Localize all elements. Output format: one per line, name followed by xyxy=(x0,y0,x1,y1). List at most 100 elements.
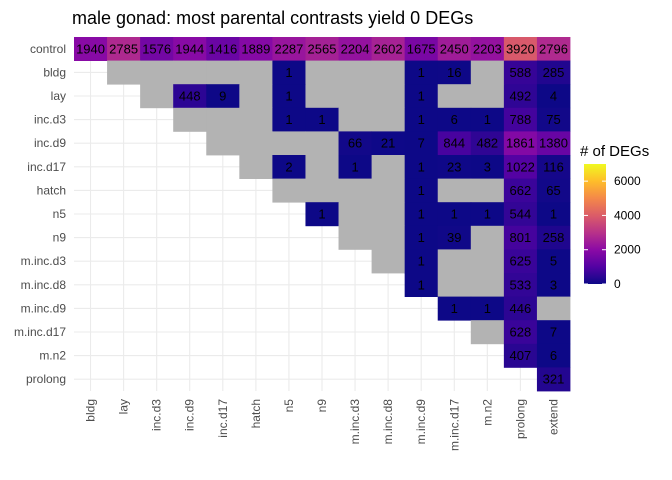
x-tick-label: n5 xyxy=(282,399,296,413)
heatmap-cell xyxy=(437,131,472,156)
heatmap-cell xyxy=(272,178,306,203)
heatmap-cell xyxy=(437,225,472,250)
x-tick-label: extend xyxy=(546,399,560,435)
heatmap-cell xyxy=(338,178,372,203)
heatmap-cell xyxy=(371,107,406,132)
cell-value-label: 21 xyxy=(381,136,395,151)
cell-value-label: 1 xyxy=(451,207,458,222)
cell-value-label: 1944 xyxy=(175,41,204,56)
y-tick-label: m.inc.d8 xyxy=(21,278,67,292)
legend-tick-label: 0 xyxy=(614,277,621,291)
heatmap-cell xyxy=(437,60,472,85)
cell-value-label: 801 xyxy=(510,230,532,245)
heatmap-cell xyxy=(536,273,571,297)
heatmap-cell xyxy=(503,343,538,368)
heatmap-cell xyxy=(305,84,339,109)
x-tick-label: m.n2 xyxy=(480,399,494,426)
cell-value-label: 2 xyxy=(285,159,292,174)
heatmap-cell xyxy=(503,320,538,345)
cell-value-label: 258 xyxy=(543,230,565,245)
heatmap-cell xyxy=(404,131,439,156)
heatmap-cell xyxy=(272,131,306,156)
cell-value-label: 39 xyxy=(447,230,461,245)
heatmap-cell xyxy=(173,60,207,85)
heatmap-cell xyxy=(503,60,538,85)
heatmap-cell xyxy=(536,178,571,203)
heatmap-cell xyxy=(470,320,505,345)
cell-value-label: 1 xyxy=(484,207,491,222)
heatmap-cell xyxy=(404,107,439,132)
x-tick-label: hatch xyxy=(249,399,263,428)
cell-value-label: 321 xyxy=(543,372,565,387)
heatmap-cell xyxy=(470,273,505,297)
x-tick-label: lay xyxy=(117,399,131,414)
heatmap-cell xyxy=(437,37,472,61)
heatmap-cell xyxy=(437,202,472,227)
heatmap-cell xyxy=(305,202,339,227)
cell-value-label: 66 xyxy=(348,136,362,151)
x-tick-label: inc.d17 xyxy=(216,399,230,438)
heatmap-cell xyxy=(503,249,538,274)
heatmap-cell xyxy=(536,107,571,132)
cell-value-label: 1 xyxy=(418,112,425,127)
heatmap-cell xyxy=(305,107,339,132)
cell-value-label: 1 xyxy=(484,112,491,127)
heatmap-cell xyxy=(437,107,472,132)
y-tick-label: inc.d9 xyxy=(34,136,66,150)
cell-value-label: 1 xyxy=(318,112,325,127)
x-tick-label: bldg xyxy=(84,399,98,422)
cell-value-label: 1 xyxy=(484,301,491,316)
cell-value-label: 492 xyxy=(510,89,532,104)
heatmap-cell xyxy=(338,155,372,179)
heatmap-cell xyxy=(239,131,273,156)
heatmap-cell xyxy=(503,155,538,179)
heatmap-cell xyxy=(239,37,273,61)
cell-value-label: 116 xyxy=(543,159,564,174)
cell-value-label: 2796 xyxy=(539,41,568,56)
cell-value-label: 1022 xyxy=(506,159,535,174)
heatmap-cell xyxy=(536,367,571,392)
cell-value-label: 588 xyxy=(510,65,532,80)
y-tick-label: hatch xyxy=(37,183,66,197)
cell-value-label: 1 xyxy=(318,207,325,222)
cell-value-label: 1889 xyxy=(241,41,270,56)
cell-value-label: 16 xyxy=(447,65,461,80)
heatmap-cell xyxy=(206,60,240,85)
heatmap-cell xyxy=(305,178,339,203)
heatmap-cell xyxy=(404,60,439,85)
legend-tick-label: 2000 xyxy=(614,243,641,257)
cell-value-label: 1576 xyxy=(142,41,171,56)
cell-value-label: 1 xyxy=(418,207,425,222)
legend-tick-label: 4000 xyxy=(614,208,641,222)
cell-value-label: 1380 xyxy=(539,136,568,151)
heatmap-cell xyxy=(470,84,505,109)
cell-value-label: 448 xyxy=(179,89,201,104)
cell-value-label: 6 xyxy=(550,348,557,363)
legend-tick-label: 6000 xyxy=(614,174,641,188)
heatmap-cell xyxy=(107,37,141,61)
cell-value-label: 844 xyxy=(443,136,465,151)
heatmap-cell xyxy=(338,37,372,61)
y-tick-label: bldg xyxy=(43,65,66,79)
heatmap-cell xyxy=(371,131,406,156)
heatmap-cell xyxy=(371,37,406,61)
heatmap-cell xyxy=(338,202,372,227)
heatmap-cell xyxy=(206,107,240,132)
heatmap-cell xyxy=(371,60,406,85)
cell-value-label: 6 xyxy=(451,112,458,127)
heatmap-cell xyxy=(140,37,174,61)
cell-value-label: 2204 xyxy=(341,41,370,56)
heatmap-cell xyxy=(536,225,571,250)
heatmap-cell xyxy=(536,131,571,156)
cell-value-label: 625 xyxy=(510,254,532,269)
x-tick-label: prolong xyxy=(513,399,527,439)
heatmap-cell xyxy=(437,296,472,321)
cell-labels: 1940 2785 1576 1944 1416 1889 2287 2565 2204 2602… xyxy=(76,41,568,386)
cell-value-label: 1 xyxy=(451,301,458,316)
heatmap-cell xyxy=(305,155,339,179)
heatmap-cell xyxy=(536,249,571,274)
cell-value-label: 3 xyxy=(484,159,491,174)
x-tick-label: inc.d9 xyxy=(183,399,197,431)
y-tick-label: m.n2 xyxy=(39,349,66,363)
cell-value-label: 1 xyxy=(418,159,425,174)
